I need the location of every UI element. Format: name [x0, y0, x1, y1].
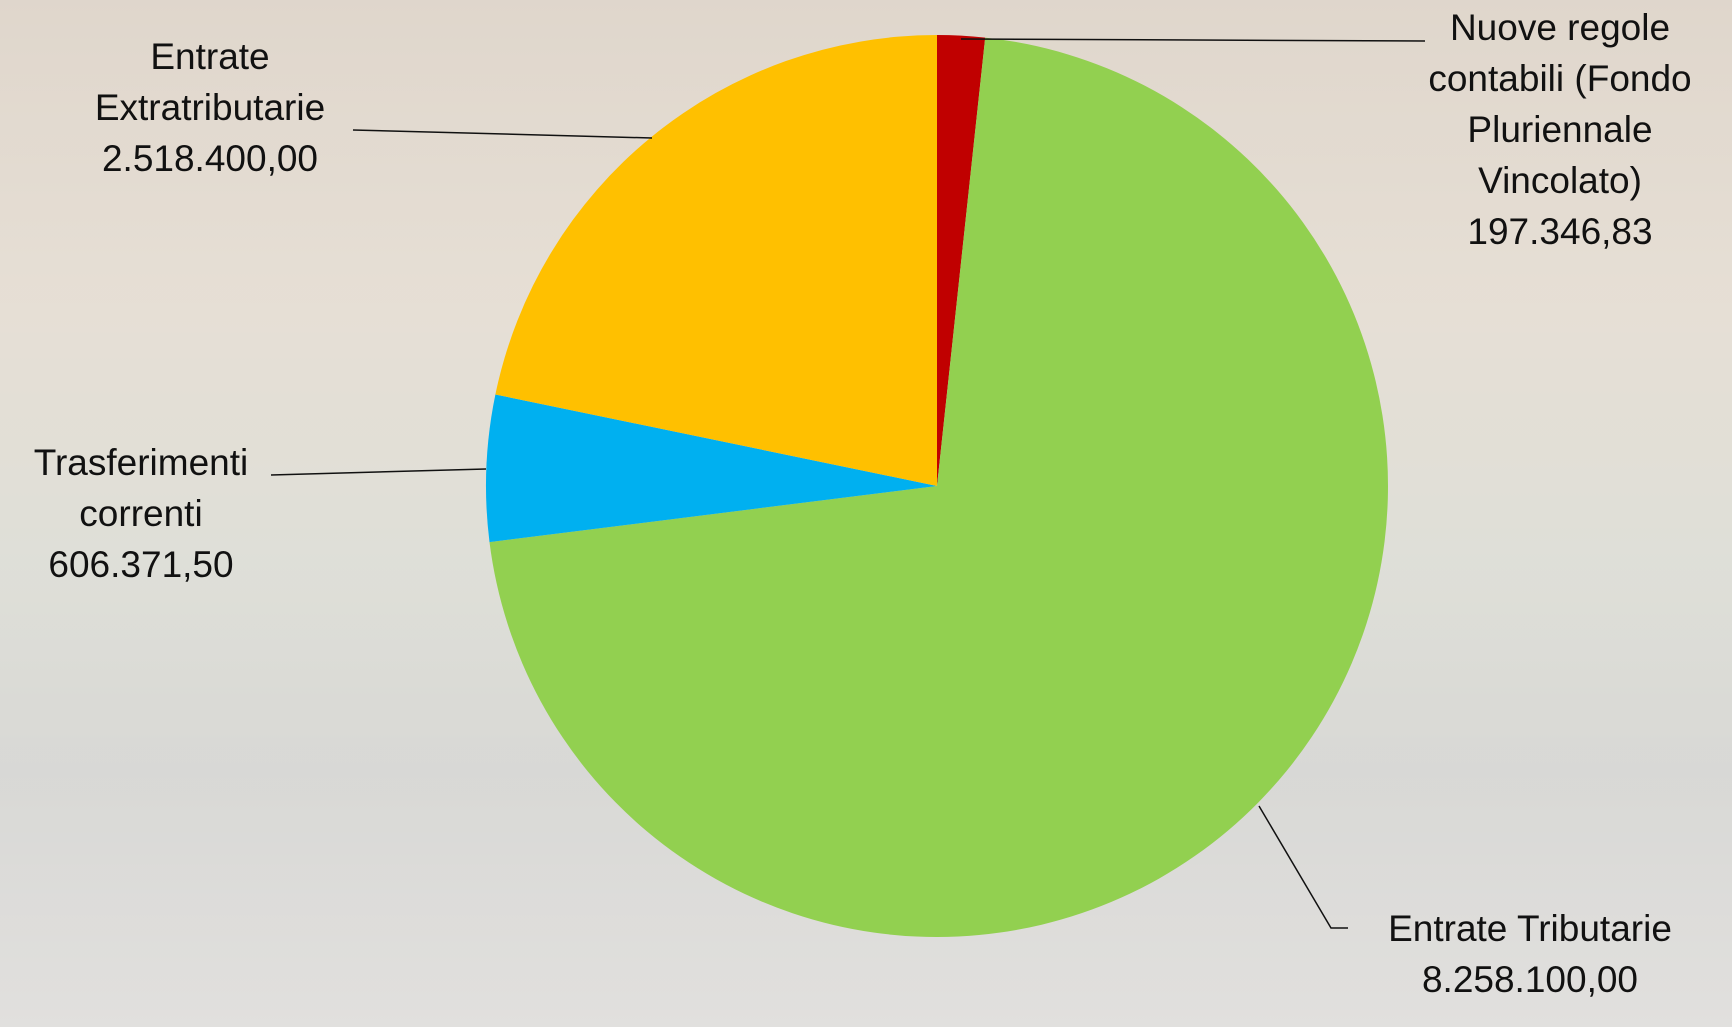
category-label: Entrate Extratributarie	[60, 31, 360, 133]
category-label: Nuove regole contabili (Fondo Pluriennal…	[1400, 2, 1720, 206]
value-label: 197.346,83	[1400, 206, 1720, 257]
value-label: 2.518.400,00	[60, 133, 360, 184]
leader-line	[1259, 806, 1348, 928]
value-label: 8.258.100,00	[1340, 954, 1720, 1005]
leader-line	[271, 469, 486, 475]
data-label: Nuove regole contabili (Fondo Pluriennal…	[1400, 2, 1720, 257]
value-label: 606.371,50	[1, 539, 281, 590]
page: {"chart_data": {"type": "pie", "categori…	[0, 0, 1732, 1027]
category-label: Entrate Tributarie	[1340, 903, 1720, 954]
category-label: Trasferimenti correnti	[1, 437, 281, 539]
leader-line	[961, 39, 1425, 41]
leader-line	[353, 130, 652, 138]
